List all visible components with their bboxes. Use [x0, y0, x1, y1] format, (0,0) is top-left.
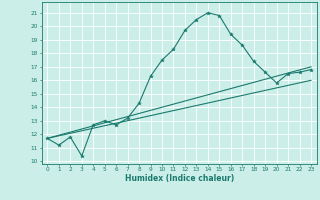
X-axis label: Humidex (Indice chaleur): Humidex (Indice chaleur)	[124, 174, 234, 183]
